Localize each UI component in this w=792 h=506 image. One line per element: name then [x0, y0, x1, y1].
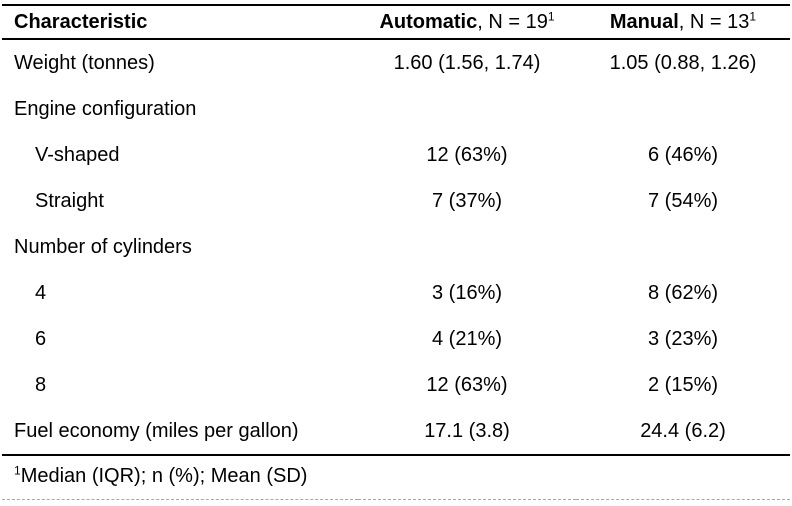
manual-value: 24.4 (6.2) [640, 420, 726, 442]
table-row: Number of cylinders [2, 224, 790, 270]
header-manual-footnote-marker: 1 [749, 9, 757, 24]
header-manual: Manual, N = 131 [576, 4, 790, 40]
row-label: Weight (tonnes) [14, 52, 155, 74]
manual-value [576, 224, 790, 270]
table-row: Fuel economy (miles per gallon) 17.1 (3.8… [2, 408, 790, 455]
footnote-text: Median (IQR); n (%); Mean (SD) [20, 465, 308, 487]
manual-value [576, 86, 790, 132]
automatic-value: 12 (63%) [426, 374, 508, 396]
header-characteristic: Characteristic [2, 4, 358, 40]
table-row: Engine configuration [2, 86, 790, 132]
header-automatic-footnote-marker: 1 [547, 9, 555, 24]
automatic-value [358, 224, 576, 270]
header-automatic-bold: Automatic [379, 11, 478, 33]
table-row: 8 12 (63%) 2 (15%) [2, 362, 790, 408]
footnote-row: 1Median (IQR); n (%); Mean (SD) [2, 454, 790, 500]
row-label: V-shaped [35, 144, 120, 166]
header-automatic-rest: , N = 19 [477, 11, 548, 33]
header-automatic: Automatic, N = 191 [358, 4, 576, 40]
manual-value: 8 (62%) [647, 282, 719, 304]
manual-value: 2 (15%) [647, 374, 719, 396]
automatic-value: 17.1 (3.8) [424, 420, 510, 442]
automatic-value: 4 (21%) [431, 328, 503, 350]
table-row: 6 4 (21%) 3 (23%) [2, 316, 790, 362]
automatic-value: 1.60 (1.56, 1.74) [393, 52, 541, 74]
manual-value: 3 (23%) [647, 328, 719, 350]
header-manual-rest: , N = 13 [678, 11, 750, 33]
automatic-value: 12 (63%) [426, 144, 508, 166]
manual-value: 6 (46%) [647, 144, 719, 166]
manual-value: 7 (54%) [647, 190, 719, 212]
row-label: 4 [35, 282, 47, 304]
automatic-value: 7 (37%) [431, 190, 503, 212]
row-label: 6 [35, 328, 47, 350]
manual-value: 1.05 (0.88, 1.26) [609, 52, 757, 74]
header-row: Characteristic Automatic, N = 191 Manual… [2, 4, 790, 40]
table-row: V-shaped 12 (63%) 6 (46%) [2, 132, 790, 178]
table-row: Straight 7 (37%) 7 (54%) [2, 178, 790, 224]
row-label: Straight [35, 190, 104, 212]
automatic-value [358, 86, 576, 132]
table-body: Weight (tonnes) 1.60 (1.56, 1.74) 1.05 (0.… [2, 39, 790, 455]
row-label: Number of cylinders [14, 236, 192, 258]
footnote-marker: 1 [14, 463, 21, 478]
footnote: 1Median (IQR); n (%); Mean (SD) [2, 454, 790, 500]
table-row: 4 3 (16%) 8 (62%) [2, 270, 790, 316]
table-row: Weight (tonnes) 1.60 (1.56, 1.74) 1.05 (0.… [2, 39, 790, 86]
table-footer: 1Median (IQR); n (%); Mean (SD) [2, 454, 790, 500]
row-label: 8 [35, 374, 47, 396]
row-label: Engine configuration [14, 98, 197, 120]
row-label: Fuel economy (miles per gallon) [14, 420, 299, 442]
automatic-value: 3 (16%) [431, 282, 503, 304]
header-manual-bold: Manual [609, 11, 679, 33]
summary-table: Characteristic Automatic, N = 191 Manual… [2, 4, 790, 500]
table-header: Characteristic Automatic, N = 191 Manual… [2, 4, 790, 40]
